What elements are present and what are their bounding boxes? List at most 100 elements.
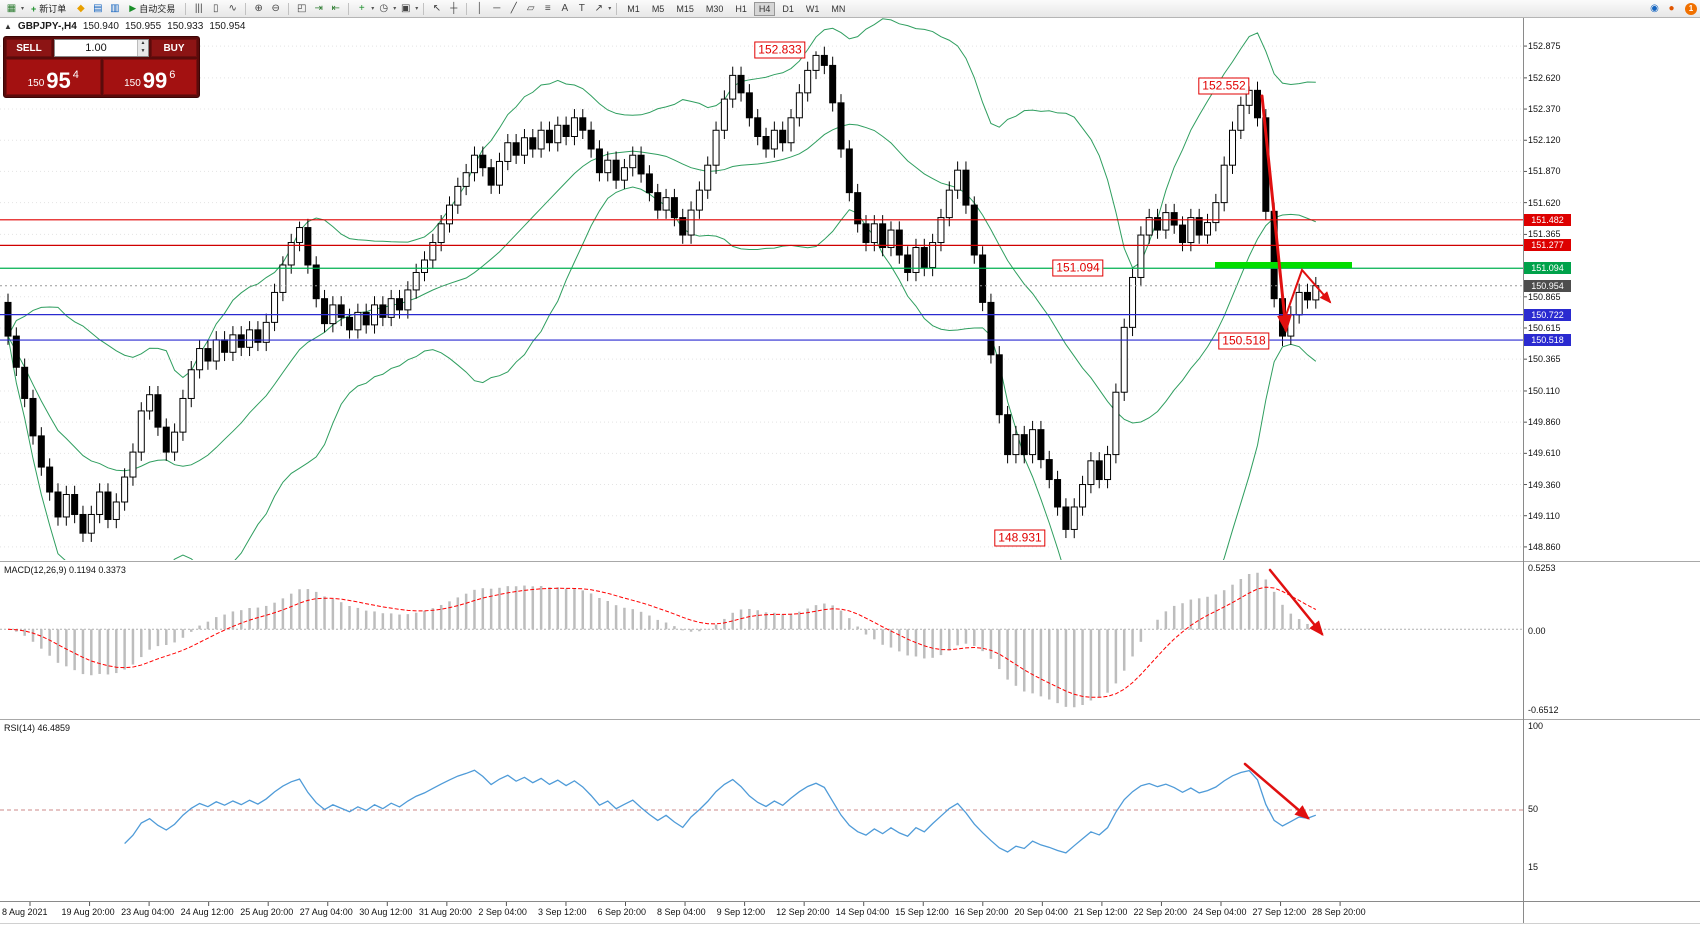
auto-scroll-icon[interactable]: ⇥ bbox=[314, 2, 323, 14]
sell-price-base: 150 bbox=[27, 78, 45, 89]
crosshair-icon[interactable]: ┼ bbox=[450, 2, 458, 14]
price-tick-label: 150.110 bbox=[1528, 385, 1560, 396]
volume-up-icon[interactable]: ▲ bbox=[138, 40, 148, 48]
dropdown-caret-icon[interactable]: ▾ bbox=[608, 6, 612, 12]
quote-high: 150.955 bbox=[125, 21, 162, 32]
price-tick-label: 151.870 bbox=[1528, 166, 1561, 177]
price-annotation-151.094[interactable]: 151.094 bbox=[1052, 259, 1104, 277]
zoom-out-icon[interactable]: ⊖ bbox=[271, 2, 280, 14]
new-order-button-label: 新订单 bbox=[39, 4, 67, 14]
fibonacci-icon[interactable]: ≡ bbox=[544, 2, 551, 14]
channel-icon[interactable]: ▱ bbox=[526, 2, 535, 14]
sell-button[interactable]: SELL bbox=[6, 39, 52, 57]
quote-close: 150.954 bbox=[209, 21, 246, 32]
time-axis-label: 8 Sep 04:00 bbox=[657, 907, 706, 917]
rsi-scale-15: 15 bbox=[1528, 862, 1539, 872]
price-tag-150.518: 150.518 bbox=[1524, 334, 1571, 347]
trend-arrow[interactable] bbox=[1284, 268, 1332, 319]
one-click-toggle-icon[interactable]: ▲ bbox=[4, 22, 12, 31]
bollinger-middle-band bbox=[7, 123, 1316, 472]
tile-windows-icon[interactable]: ◰ bbox=[297, 2, 307, 14]
price-tick-label: 149.860 bbox=[1528, 417, 1561, 428]
chart-shift-icon[interactable]: ⇤ bbox=[331, 2, 340, 14]
price-tick-label: 150.365 bbox=[1528, 354, 1561, 365]
timeframe-w1-button[interactable]: W1 bbox=[801, 2, 825, 16]
data-window-icon[interactable]: ▥ bbox=[110, 2, 120, 14]
timeframe-m30-button[interactable]: M30 bbox=[701, 2, 729, 16]
cursor-icon[interactable]: ↖ bbox=[432, 2, 441, 14]
timeframe-m1-button[interactable]: M1 bbox=[622, 2, 645, 16]
volume-input[interactable] bbox=[55, 40, 137, 56]
new-chart-icon[interactable]: ▦ bbox=[6, 2, 17, 14]
timeframe-m5-button[interactable]: M5 bbox=[647, 2, 670, 16]
time-axis-label: 23 Aug 04:00 bbox=[121, 907, 175, 917]
volume-down-icon[interactable]: ▼ bbox=[138, 48, 148, 56]
buy-button[interactable]: BUY bbox=[151, 39, 197, 57]
time-axis-label: 28 Sep 20:00 bbox=[1312, 907, 1366, 917]
timeframe-mn-button[interactable]: MN bbox=[826, 2, 850, 16]
dropdown-caret-icon[interactable]: ▾ bbox=[21, 6, 25, 12]
price-tick-label: 151.620 bbox=[1528, 197, 1561, 208]
time-axis-label: 24 Sep 04:00 bbox=[1193, 907, 1247, 917]
macd-histogram bbox=[15, 572, 1318, 708]
textbox-icon[interactable]: T bbox=[578, 2, 585, 14]
market-watch-icon[interactable]: ▤ bbox=[93, 2, 103, 14]
time-axis-label: 9 Sep 12:00 bbox=[716, 907, 766, 917]
toolbar-right: ◉ ● 1 bbox=[1646, 2, 1697, 16]
dropdown-caret-icon[interactable]: ▾ bbox=[415, 6, 419, 12]
text-icon[interactable]: A bbox=[561, 2, 569, 14]
time-axis-label: 25 Aug 20:00 bbox=[240, 907, 294, 917]
price-tick-label: 150.865 bbox=[1528, 291, 1561, 302]
price-tick-label: 150.615 bbox=[1528, 322, 1561, 333]
price-tag-151.277: 151.277 bbox=[1524, 239, 1571, 252]
play-icon: ▶ bbox=[129, 3, 137, 13]
timeframe-d1-button[interactable]: D1 bbox=[777, 2, 799, 16]
timeframe-h1-button[interactable]: H1 bbox=[730, 2, 752, 16]
sell-price-button[interactable]: 150 95 4 bbox=[6, 59, 101, 95]
trend-arrow[interactable] bbox=[1243, 762, 1310, 820]
horizontal-line-icon[interactable]: ─ bbox=[493, 2, 501, 14]
dropdown-caret-icon[interactable]: ▾ bbox=[393, 6, 397, 12]
dropdown-caret-icon[interactable]: ▾ bbox=[371, 6, 375, 12]
periods-icon[interactable]: ◷ bbox=[379, 2, 389, 14]
indicators-icon[interactable]: + bbox=[358, 2, 365, 14]
symbol-period-label: GBPJPY-,H4 bbox=[17, 21, 77, 32]
trend-arrow[interactable] bbox=[1260, 94, 1292, 333]
support-highlight-segment[interactable] bbox=[1215, 261, 1352, 268]
price-annotation-150.518[interactable]: 150.518 bbox=[1218, 332, 1270, 350]
timeframe-m15-button[interactable]: M15 bbox=[671, 2, 699, 16]
alert-icon[interactable]: ● bbox=[1668, 2, 1675, 14]
rsi-indicator-label: RSI(14) 46.4859 bbox=[4, 723, 71, 733]
price-annotation-152.552[interactable]: 152.552 bbox=[1198, 77, 1250, 95]
candlestick-icon[interactable]: ▯ bbox=[212, 2, 219, 14]
toolbar-separator bbox=[466, 2, 468, 15]
price-tick-label: 149.360 bbox=[1528, 479, 1561, 490]
timeframe-h4-button[interactable]: H4 bbox=[753, 1, 776, 16]
trendline-icon[interactable]: ╱ bbox=[510, 2, 517, 14]
macd-scale-zero: 0.00 bbox=[1528, 626, 1546, 636]
zoom-in-icon[interactable]: ⊕ bbox=[254, 2, 263, 14]
arrows-icon[interactable]: ↗ bbox=[594, 2, 603, 14]
templates-icon[interactable]: ▣ bbox=[401, 2, 411, 14]
sell-price-pip: 4 bbox=[72, 69, 79, 81]
community-icon[interactable]: ◉ bbox=[1650, 2, 1659, 14]
line-chart-icon[interactable]: ∿ bbox=[228, 2, 237, 14]
bar-chart-icon[interactable]: ||| bbox=[194, 2, 203, 14]
price-tick-label: 152.120 bbox=[1528, 135, 1561, 146]
time-axis-label: 3 Sep 12:00 bbox=[537, 907, 587, 917]
time-axis-label: 8 Aug 2021 bbox=[2, 907, 48, 917]
vertical-line-icon[interactable]: │ bbox=[476, 2, 483, 14]
price-annotation-148.931[interactable]: 148.931 bbox=[994, 529, 1046, 547]
auto-trading-button[interactable]: ▶ 自动交易 bbox=[123, 1, 181, 16]
price-annotation-152.833[interactable]: 152.833 bbox=[754, 41, 806, 59]
time-axis-label: 15 Sep 12:00 bbox=[895, 907, 949, 917]
notification-badge[interactable]: 1 bbox=[1685, 2, 1697, 15]
quick-access-icon[interactable]: ◆ bbox=[76, 2, 85, 14]
price-tag-150.954: 150.954 bbox=[1524, 279, 1571, 292]
toolbar-right-icons: ◉ ● bbox=[1646, 2, 1680, 16]
buy-price-button[interactable]: 150 99 6 bbox=[102, 59, 197, 95]
new-order-button[interactable]: + 新订单 bbox=[25, 1, 72, 16]
trend-arrow[interactable] bbox=[1268, 568, 1324, 636]
quote-bar: ▲ GBPJPY-,H4 150.940 150.955 150.933 150… bbox=[4, 21, 245, 32]
